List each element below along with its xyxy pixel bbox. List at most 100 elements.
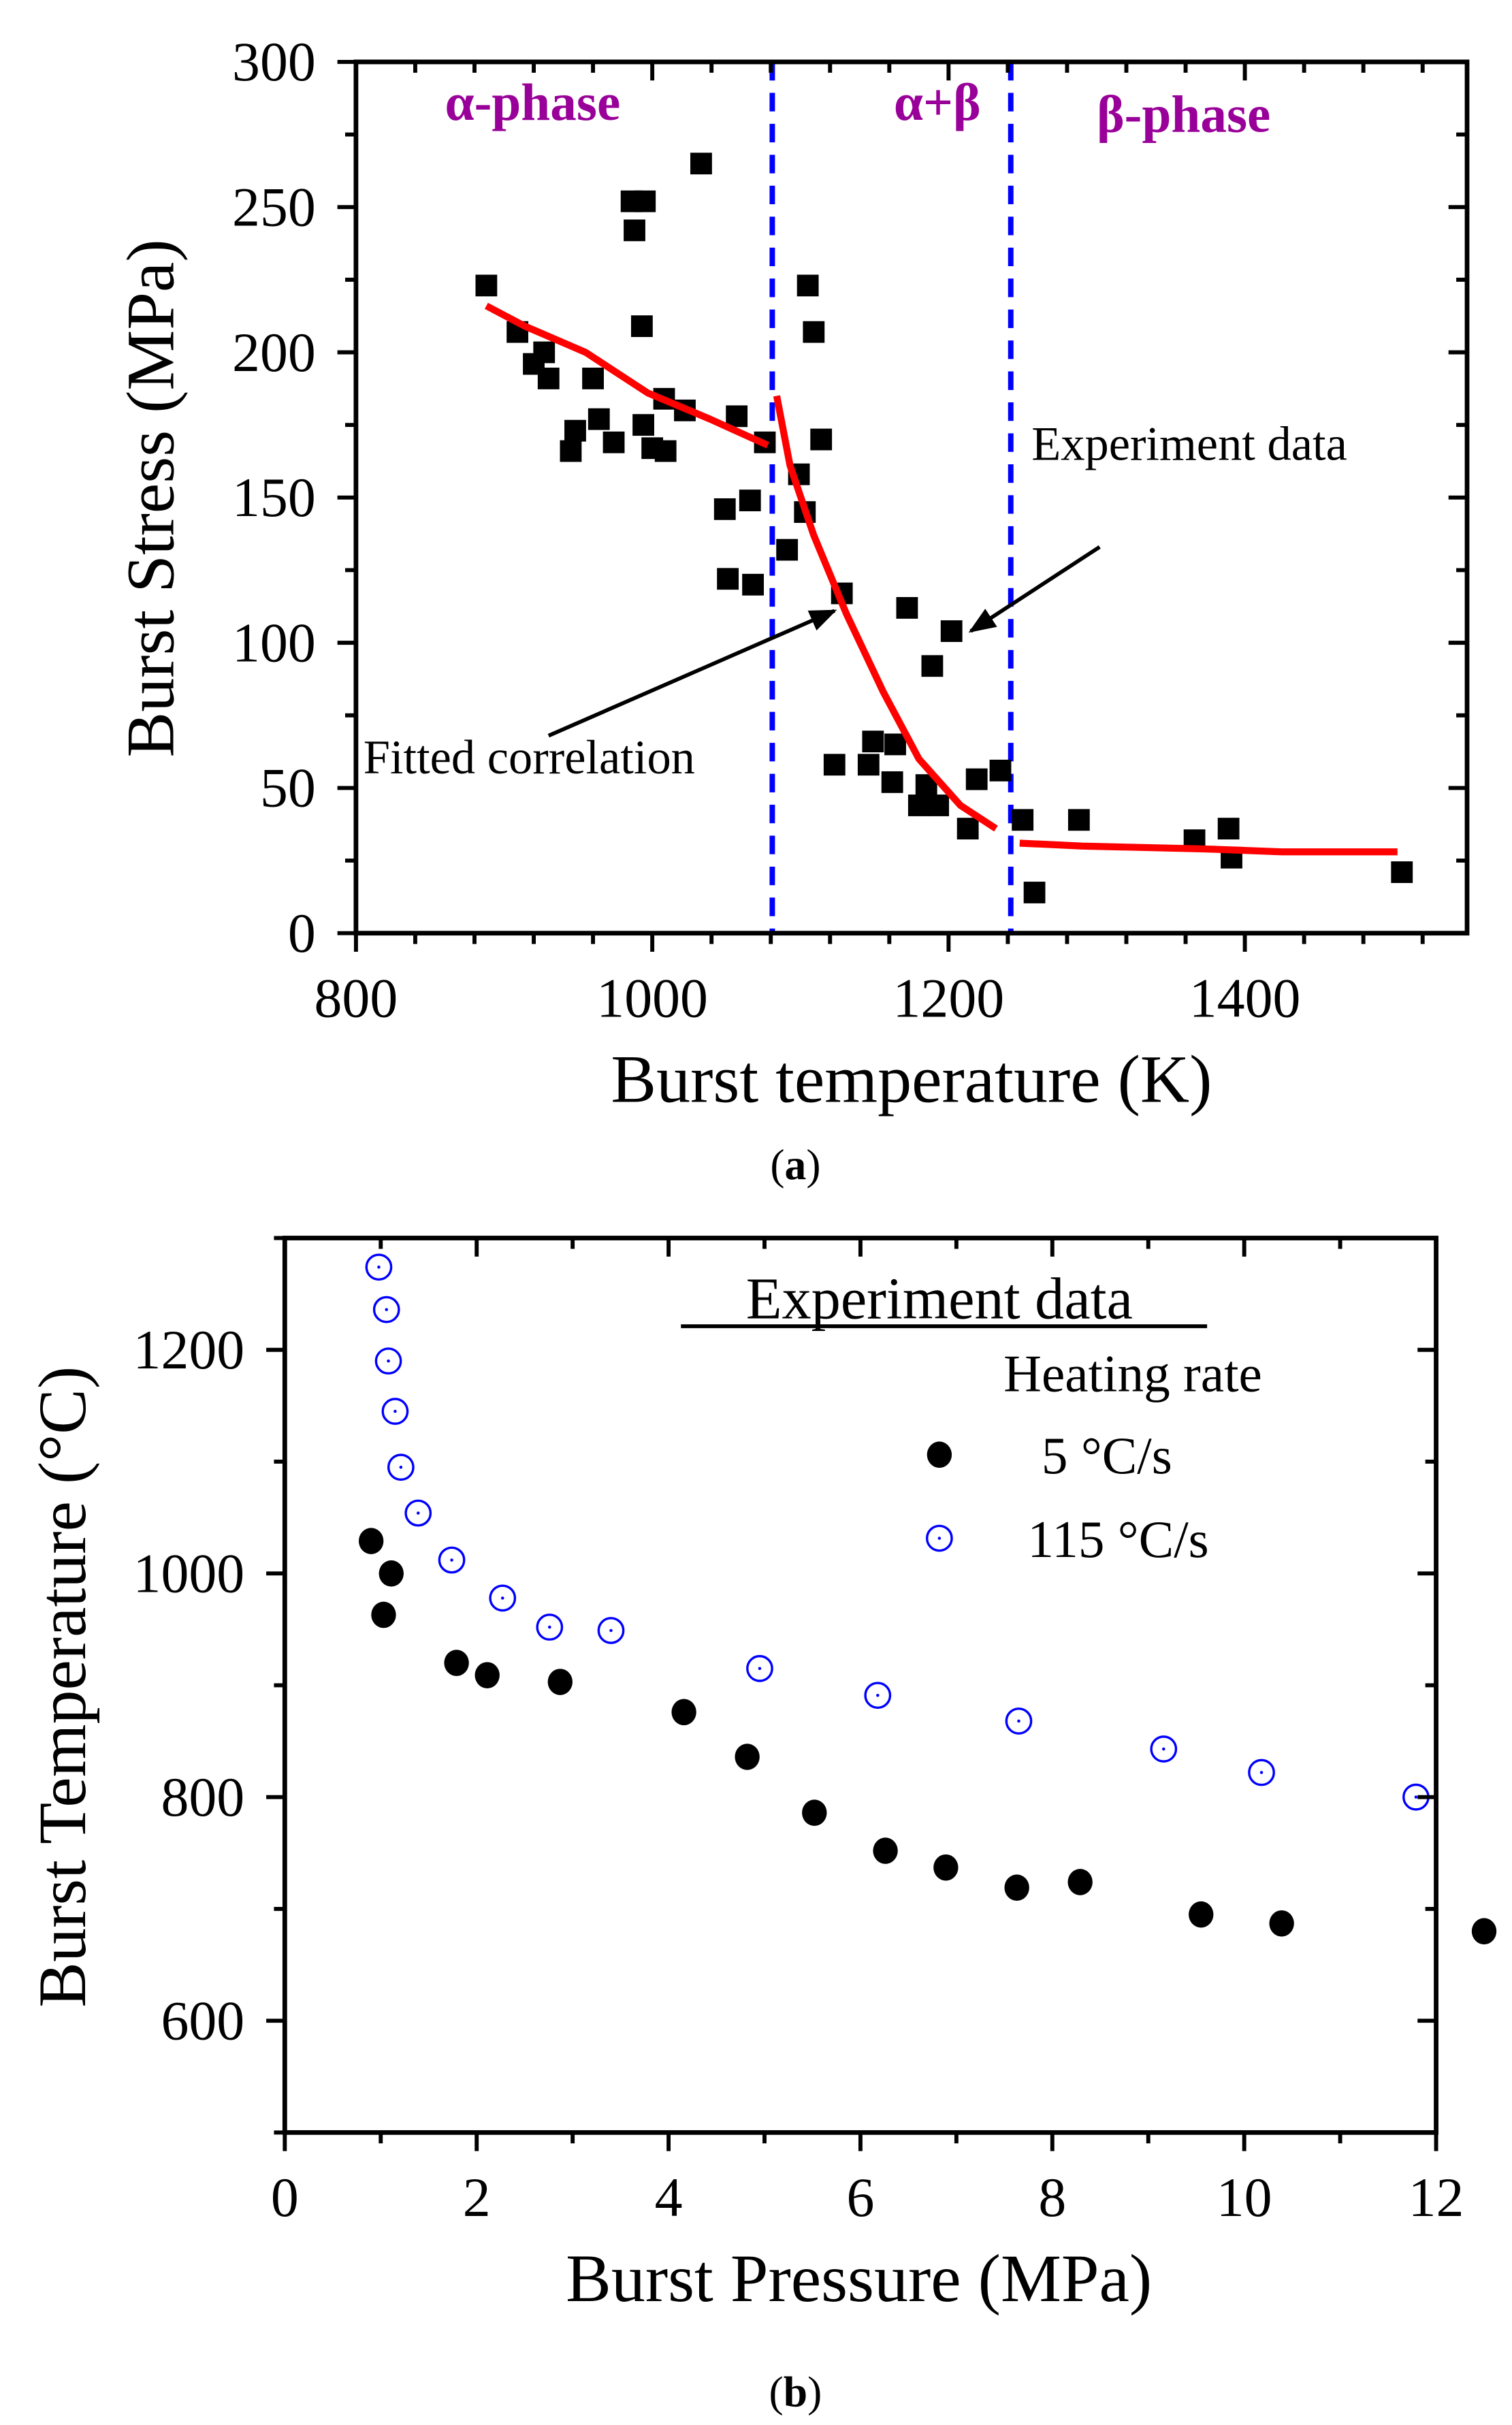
data-point-115cs-dot (377, 1265, 381, 1269)
experiment-data-point (475, 274, 498, 297)
chart-a-xtick-label: 1400 (1189, 967, 1301, 1029)
data-point-115cs-dot (758, 1667, 762, 1671)
legend-label-115cs: 115 °C/s (1027, 1510, 1208, 1569)
data-point-5cs (1004, 1874, 1029, 1901)
data-point-5cs (802, 1799, 827, 1826)
data-point-5cs (735, 1744, 760, 1770)
data-point-5cs (358, 1528, 384, 1554)
data-point-5cs (444, 1650, 469, 1676)
experiment-data-point (956, 818, 979, 840)
experiment-data-point (1217, 818, 1240, 840)
data-point-115cs-dot (876, 1693, 880, 1697)
chart-a-ytick-label: 0 (288, 902, 316, 964)
experiment-data-point (927, 794, 950, 816)
experiment-data-point (862, 730, 884, 753)
data-point-5cs (1067, 1869, 1093, 1895)
experiment-data-point (907, 794, 930, 816)
data-point-5cs (371, 1601, 396, 1628)
data-point-115cs (404, 1499, 432, 1527)
data-point-115cs-dot (1017, 1719, 1020, 1723)
experiment-data-point (582, 367, 604, 389)
experiment-data-point (564, 419, 586, 442)
data-point-115cs-dot (387, 1359, 390, 1363)
experiment-data-point (803, 321, 825, 343)
data-point-115cs (387, 1454, 415, 1481)
data-point-5cs (933, 1854, 959, 1881)
chart-b-plot-frame (282, 1236, 1438, 2135)
annotation-label: Fitted correlation (364, 731, 695, 784)
experiment-data-point (630, 315, 653, 338)
data-point-115cs (864, 1682, 892, 1709)
experiment-data-point (1023, 882, 1046, 903)
experiment-data-point (742, 573, 765, 596)
data-point-115cs (1150, 1735, 1178, 1763)
experiment-data-point (713, 498, 736, 520)
chart-b-ytick-label: 1000 (133, 1542, 245, 1604)
data-point-115cs (536, 1613, 564, 1641)
experiment-data-point (884, 733, 906, 756)
chart-b-ytick-label: 800 (161, 1766, 244, 1828)
experiment-data-point (965, 768, 988, 790)
fitted-correlation-line (1019, 839, 1398, 856)
experiment-data-point (537, 367, 560, 389)
data-point-5cs (547, 1669, 573, 1695)
experiment-data-point (588, 408, 610, 430)
experiment-data-point (810, 428, 833, 451)
phase-label: α-phase (445, 73, 620, 131)
chart-b-xtick-label: 10 (1217, 2166, 1272, 2228)
experiment-data-point (776, 539, 799, 561)
legend-marker-115cs-dot (937, 1537, 942, 1540)
experiment-data-point (533, 341, 556, 364)
chart-a-ytick-label: 150 (232, 466, 316, 528)
data-point-115cs-dot (609, 1628, 613, 1633)
experiment-data-point (690, 152, 712, 175)
experiment-data-point (989, 759, 1012, 782)
chart-b-ticks: 0 2 4 6 8 10 12 600 800 1000 1200 (133, 1236, 1464, 2228)
experiment-data-point (1067, 809, 1090, 831)
chart-b-ytick-label: 600 (161, 1989, 244, 2051)
data-point-115cs (374, 1347, 402, 1375)
data-point-5cs (379, 1560, 404, 1587)
chart-b-xtick-label: 2 (463, 2166, 491, 2228)
fitted-correlation-line (485, 302, 769, 449)
chart-a-ytick-label: 250 (232, 176, 316, 238)
experiment-data-point (823, 754, 846, 776)
experiment-data-point (857, 754, 880, 776)
chart-a-xtick-label: 800 (315, 967, 398, 1029)
chart-b-xtick-label: 6 (846, 2166, 874, 2228)
experiment-data-point (921, 655, 944, 677)
chart-b-legend: Experiment data Heating rate 5 °C/s 115 … (681, 1266, 1262, 1569)
chart-a-ylabel: Burst Stress (MPa) (113, 239, 189, 757)
experiment-data-point (634, 190, 656, 212)
experiment-data-point (726, 405, 748, 428)
data-point-115cs (1248, 1758, 1275, 1786)
data-point-115cs-dot (399, 1465, 403, 1469)
legend-subtitle: Heating rate (1003, 1345, 1262, 1403)
data-point-115cs-dot (1162, 1747, 1165, 1751)
chart-a-xlabel: Burst temperature (K) (611, 1041, 1212, 1117)
experiment-data-point (654, 440, 677, 462)
experiment-data-point (602, 431, 625, 453)
chart-b-marks (358, 1253, 1497, 1945)
experiment-data-point (940, 620, 963, 642)
chart-b-caption: (b) (769, 2368, 822, 2416)
experiment-data-point (896, 597, 918, 619)
chart-b-ylabel: Burst Temperature (°C) (25, 1366, 100, 2008)
experiment-data-point (1391, 861, 1413, 884)
experiment-data-point (560, 440, 582, 462)
chart-a-ytick-label: 300 (232, 31, 316, 93)
annotation-arrow (968, 545, 1101, 633)
data-point-115cs (365, 1253, 393, 1281)
data-point-115cs-dot (450, 1558, 453, 1562)
data-point-115cs (381, 1398, 409, 1425)
data-point-5cs (474, 1662, 500, 1688)
legend-title: Experiment data (746, 1266, 1133, 1332)
fitted-correlation-line (773, 395, 998, 832)
data-point-115cs-dot (1414, 1795, 1418, 1799)
chart-a-ytick-label: 100 (232, 611, 316, 673)
data-point-5cs (1269, 1910, 1294, 1937)
experiment-data-point (739, 489, 761, 511)
data-point-115cs (489, 1584, 517, 1612)
annotation-arrow (547, 609, 837, 738)
